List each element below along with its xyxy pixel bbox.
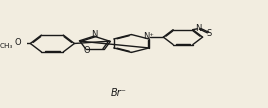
Text: N⁺: N⁺ (144, 32, 154, 41)
Text: S: S (206, 29, 211, 37)
Text: Br⁻: Br⁻ (110, 88, 126, 98)
Text: N: N (196, 24, 202, 33)
Text: O: O (84, 46, 90, 55)
Text: N: N (92, 30, 98, 39)
Text: O: O (15, 38, 21, 47)
Text: CH₃: CH₃ (0, 43, 13, 49)
